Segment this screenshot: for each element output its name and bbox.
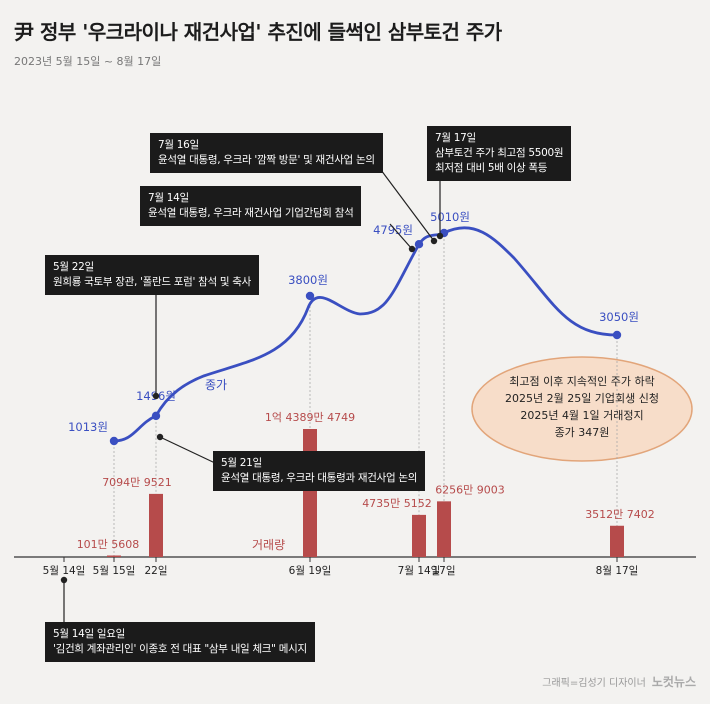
x-tick-label: 17일 bbox=[432, 564, 455, 577]
volume-series-label: 거래량 bbox=[252, 538, 285, 552]
price-label: 4795원 bbox=[373, 223, 413, 237]
connector-dot bbox=[60, 576, 68, 584]
annotation-jul17: 7월 17일 삼부토건 주가 최고점 5500원 최저점 대비 5배 이상 폭등 bbox=[427, 126, 572, 181]
x-tick-label: 8월 17일 bbox=[596, 564, 639, 577]
volume-label: 4735만 5152 bbox=[362, 497, 432, 510]
annotation-jul17-text2: 최저점 대비 5배 이상 폭등 bbox=[435, 162, 548, 174]
volume-bar bbox=[412, 514, 426, 557]
connector-dot bbox=[436, 232, 444, 240]
volume-bar bbox=[437, 501, 451, 557]
annotation-jul14: 7월 14일 윤석열 대통령, 우크라 재건사업 기업간담회 참석 bbox=[140, 186, 362, 226]
x-tick-label: 22일 bbox=[144, 564, 167, 577]
volume-label: 7094만 9521 bbox=[102, 476, 172, 489]
annotation-may22-text: 원희룡 국토부 장관, '폴란드 포럼' 참석 및 축사 bbox=[53, 276, 251, 288]
price-point bbox=[151, 411, 161, 421]
note-line-4: 종가 347원 bbox=[555, 426, 610, 439]
annotation-may14-date: 5월 14일 일요일 bbox=[53, 628, 126, 640]
credit: 그래픽=김성기 디자이너 노컷뉴스 bbox=[542, 673, 696, 690]
x-tick-label: 5월 15일 bbox=[93, 564, 136, 577]
annotation-jul17-date: 7월 17일 bbox=[435, 132, 476, 144]
chart-subtitle: 2023년 5월 15일 ~ 8월 17일 bbox=[14, 55, 162, 68]
annotation-jul14-date: 7월 14일 bbox=[148, 192, 189, 204]
annotation-may14-text: '김건희 계좌관리인' 이종호 전 대표 "삼부 내일 체크" 메시지 bbox=[53, 643, 307, 655]
annotation-jul16-text: 윤석열 대통령, 우크라 '깜짝 방문' 및 재건사업 논의 bbox=[158, 154, 375, 166]
chart-title: 尹 정부 '우크라이나 재건사업' 추진에 들썩인 삼부토건 주가 bbox=[14, 20, 502, 44]
connector-dot bbox=[430, 237, 438, 245]
connector-line bbox=[377, 165, 435, 242]
connector-dot bbox=[152, 392, 160, 400]
annotation-may21-date: 5월 21일 bbox=[221, 457, 262, 469]
volume-label: 101만 5608 bbox=[77, 538, 140, 551]
volume-label: 1억 4389만 4749 bbox=[265, 411, 355, 424]
annotation-may22-date: 5월 22일 bbox=[53, 261, 94, 273]
connector-line bbox=[159, 436, 216, 464]
volume-bar bbox=[149, 493, 163, 557]
brand-logo: 노컷뉴스 bbox=[651, 675, 696, 689]
connector-dot bbox=[156, 433, 164, 441]
connector-dot bbox=[408, 245, 416, 253]
x-tick-label: 7월 14일 bbox=[398, 564, 441, 577]
credit-text: 그래픽=김성기 디자이너 bbox=[542, 678, 646, 689]
annotation-may21: 5월 21일 윤석열 대통령, 우크라 대통령과 재건사업 논의 bbox=[213, 451, 426, 491]
note-ellipse bbox=[471, 356, 693, 462]
volume-bar bbox=[107, 555, 121, 557]
price-label: 3800원 bbox=[288, 273, 328, 287]
volume-bar bbox=[610, 525, 624, 557]
annotation-jul16: 7월 16일 윤석열 대통령, 우크라 '깜짝 방문' 및 재건사업 논의 bbox=[150, 133, 383, 173]
annotation-may22: 5월 22일 원희룡 국토부 장관, '폴란드 포럼' 참석 및 축사 bbox=[45, 255, 259, 295]
annotation-may21-text: 윤석열 대통령, 우크라 대통령과 재건사업 논의 bbox=[221, 472, 418, 484]
x-tick-label: 5월 14일 bbox=[43, 564, 86, 577]
price-label: 1013원 bbox=[68, 420, 108, 434]
price-point bbox=[414, 239, 424, 249]
note-line-1: 최고점 이후 지속적인 주가 하락 bbox=[509, 374, 655, 388]
annotation-may14: 5월 14일 일요일 '김건희 계좌관리인' 이종호 전 대표 "삼부 내일 체… bbox=[45, 622, 315, 662]
price-point bbox=[612, 330, 622, 340]
annotation-jul16-date: 7월 16일 bbox=[158, 139, 199, 151]
price-line bbox=[112, 226, 619, 443]
connector-line bbox=[389, 223, 413, 250]
price-label: 3050원 bbox=[599, 310, 639, 324]
volume-label: 6256만 9003 bbox=[435, 483, 505, 496]
note-line-3: 2025년 4월 1일 거래정지 bbox=[520, 408, 643, 422]
annotation-jul14-text: 윤석열 대통령, 우크라 재건사업 기업간담회 참석 bbox=[148, 207, 354, 219]
volume-bar bbox=[303, 429, 317, 557]
x-tick-label: 6월 19일 bbox=[289, 564, 332, 577]
annotation-jul17-text: 삼부토건 주가 최고점 5500원 bbox=[435, 147, 564, 159]
price-series-label: 종가 bbox=[205, 378, 227, 392]
note-line-2: 2025년 2월 25일 기업회생 신청 bbox=[505, 391, 659, 405]
price-point bbox=[305, 291, 315, 301]
price-label: 5010원 bbox=[430, 210, 470, 224]
price-point bbox=[109, 436, 119, 446]
volume-label: 3512만 7402 bbox=[585, 508, 655, 521]
